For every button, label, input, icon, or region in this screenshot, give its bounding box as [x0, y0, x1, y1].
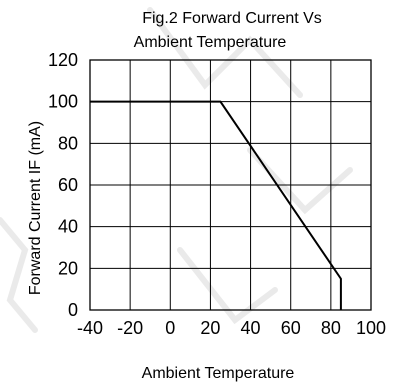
y-tick-label: 80	[58, 133, 78, 153]
series-line	[90, 100, 342, 310]
x-tick-label: 40	[241, 318, 261, 338]
grid	[89, 59, 372, 311]
y-axis-ticks: 0 20 40 60 80 100 120	[48, 50, 78, 320]
plot-frame	[89, 59, 372, 311]
y-tick-label: 60	[58, 175, 78, 195]
y-tick-label: 100	[48, 92, 78, 112]
y-axis-title: Forward Current IF (mA)	[27, 121, 44, 295]
x-tick-label: -20	[117, 318, 143, 338]
x-tick-label: 20	[200, 318, 220, 338]
y-tick-label: 0	[68, 300, 78, 320]
series-group	[90, 100, 342, 310]
y-tick-label: 120	[48, 50, 78, 70]
x-axis-title: Ambient Temperature	[142, 365, 295, 382]
chart-title: Fig.2 Forward Current Vs Ambient Tempera…	[134, 10, 322, 51]
x-axis-ticks: -40 -20 0 20 40 60 80 100	[77, 318, 386, 338]
chart-title-line-2: Ambient Temperature	[134, 34, 287, 51]
x-tick-label: 60	[281, 318, 301, 338]
x-tick-label: 80	[321, 318, 341, 338]
chart-title-line-1: Fig.2 Forward Current Vs	[142, 10, 322, 27]
x-tick-label: -40	[77, 318, 103, 338]
x-tick-label: 100	[356, 318, 386, 338]
x-tick-label: 0	[165, 318, 175, 338]
y-tick-label: 20	[58, 258, 78, 278]
y-tick-label: 40	[58, 217, 78, 237]
